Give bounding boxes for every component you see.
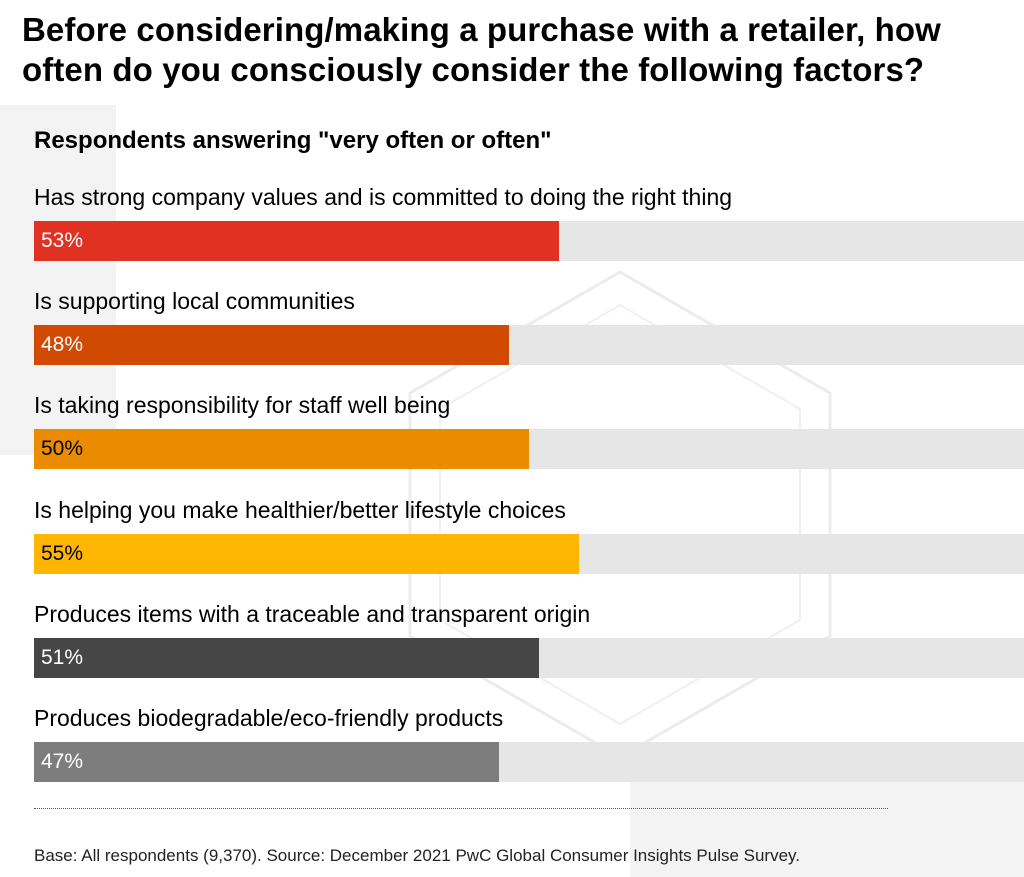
source-note: Base: All respondents (9,370). Source: D… <box>34 846 801 865</box>
factor-row: Has strong company values and is committ… <box>0 182 1024 272</box>
background-panel-bottom <box>630 780 1024 877</box>
bar: 51% <box>34 638 539 678</box>
bar-track: 51% <box>34 638 1024 678</box>
bar-track: 53% <box>34 221 1024 261</box>
factor-label: Has strong company values and is committ… <box>34 184 733 210</box>
factor-label: Is helping you make healthier/better lif… <box>34 497 566 523</box>
chart-subtitle: Respondents answering "very often or oft… <box>34 127 552 154</box>
bar: 53% <box>34 221 559 261</box>
bar: 50% <box>34 429 529 469</box>
bar-track: 50% <box>34 429 1024 469</box>
bar-value-label: 50% <box>41 437 84 460</box>
bar-value-label: 53% <box>41 229 84 252</box>
bar-track: 55% <box>34 534 1024 574</box>
factor-label: Is supporting local communities <box>34 288 355 314</box>
factor-label: Produces biodegradable/eco-friendly prod… <box>34 705 504 731</box>
factor-row: Is helping you make healthier/better lif… <box>0 495 1024 585</box>
background-panel-left <box>0 105 116 455</box>
bar-value-label: 47% <box>41 750 84 773</box>
factor-row: Is taking responsibility for staff well … <box>0 390 1024 480</box>
bar-value-label: 51% <box>41 646 84 669</box>
bar-track: 48% <box>34 325 1024 365</box>
factor-row: Is supporting local communities 48% <box>0 286 1024 376</box>
factor-row: Produces items with a traceable and tran… <box>0 599 1024 689</box>
bar: 55% <box>34 534 579 574</box>
bar: 48% <box>34 325 510 365</box>
factor-row: Produces biodegradable/eco-friendly prod… <box>0 703 1024 793</box>
divider <box>34 808 888 809</box>
factor-label: Produces items with a traceable and tran… <box>34 601 591 627</box>
chart-title: Before considering/making a purchase wit… <box>22 11 941 88</box>
factor-label: Is taking responsibility for staff well … <box>34 392 451 418</box>
bar-value-label: 55% <box>41 542 84 565</box>
bar-track: 47% <box>34 742 1024 782</box>
bar-value-label: 48% <box>41 333 84 356</box>
bar: 47% <box>34 742 500 782</box>
